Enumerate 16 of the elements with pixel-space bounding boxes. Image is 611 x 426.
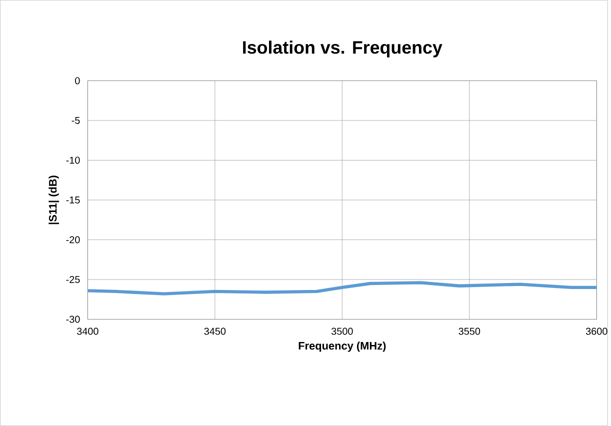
chart-title: Isolation vs. Frequency	[243, 40, 442, 58]
x-tick-label: 3450	[204, 328, 226, 335]
x-axis-title: Frequency (MHz)	[298, 342, 386, 352]
y-tick-label: 0	[75, 77, 80, 84]
x-tick-label: 3600	[586, 328, 608, 335]
x-tick-label: 3550	[458, 328, 480, 335]
y-tick-label: -25	[66, 276, 80, 284]
y-tick-label: -15	[66, 196, 80, 204]
y-tick-label: -5	[72, 117, 80, 124]
y-tick-label: -20	[66, 236, 80, 244]
y-axis-title: |S11| (dB)	[48, 176, 60, 224]
y-tick-label: -10	[66, 156, 80, 164]
y-tick-label: -30	[66, 316, 80, 323]
line-series	[88, 281, 597, 296]
x-tick-label: 3400	[76, 328, 98, 335]
x-tick-label: 3500	[331, 328, 353, 335]
